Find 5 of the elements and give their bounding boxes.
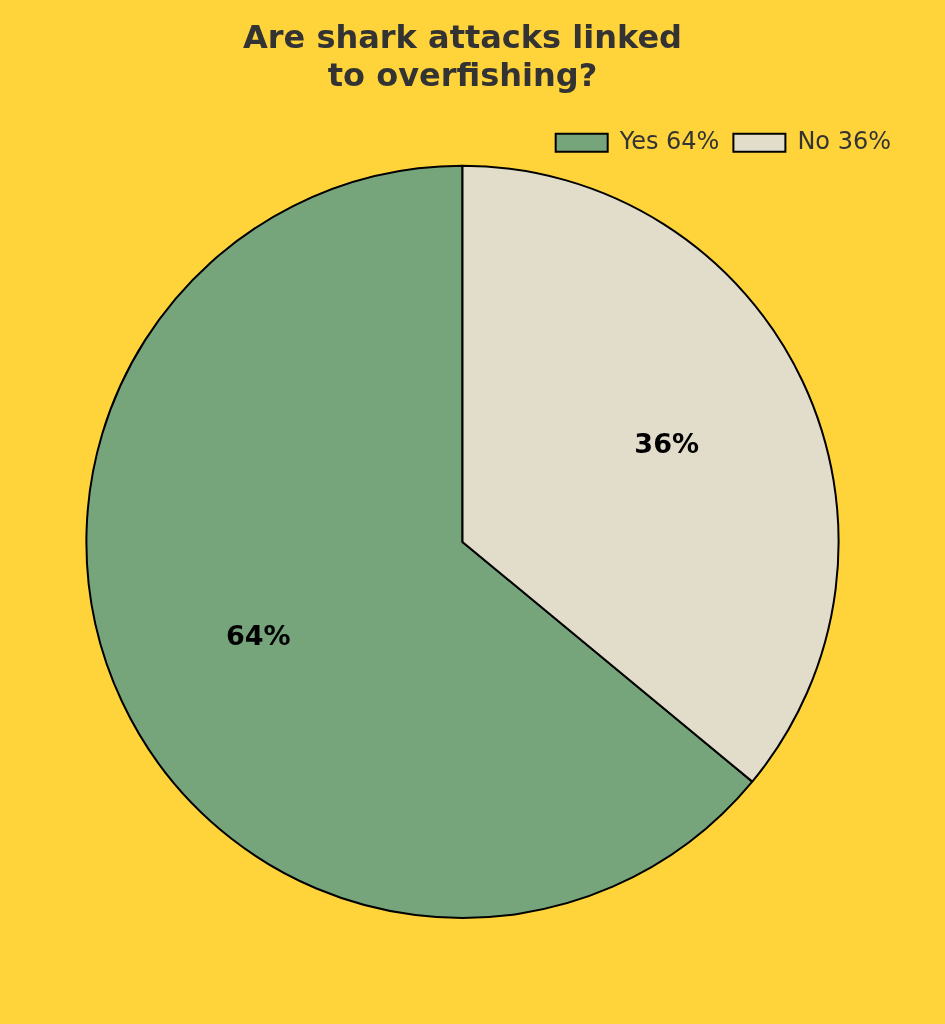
data-label: 64% — [226, 620, 291, 651]
legend-label: No 36% — [797, 127, 891, 156]
data-label: 36% — [634, 427, 699, 459]
legend-label: Yes 64% — [618, 127, 720, 156]
chart-title: Are shark attacks linked to overfishing? — [243, 17, 682, 94]
